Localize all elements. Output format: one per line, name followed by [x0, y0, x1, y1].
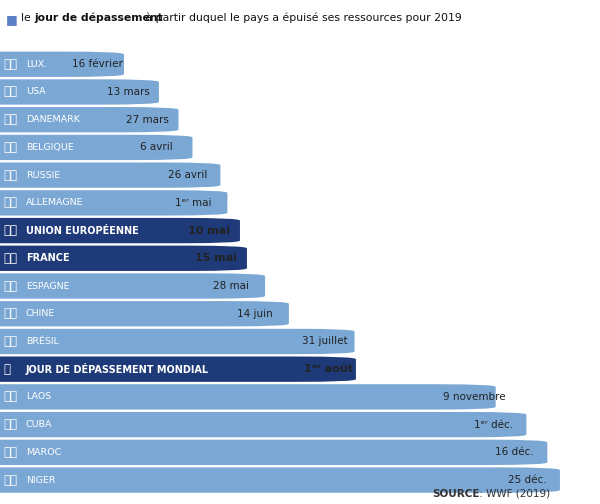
Text: BELGIQUE: BELGIQUE: [26, 143, 74, 152]
Text: JOUR DE DÉPASSEMENT MONDIAL: JOUR DE DÉPASSEMENT MONDIAL: [26, 363, 209, 375]
Text: USA: USA: [26, 88, 46, 96]
Text: UNION EUROPÉENNE: UNION EUROPÉENNE: [26, 226, 139, 235]
Text: 31 juillet: 31 juillet: [302, 337, 348, 346]
FancyBboxPatch shape: [0, 467, 560, 493]
Text: 26 avril: 26 avril: [168, 170, 208, 180]
Text: CHINE: CHINE: [26, 309, 55, 318]
Text: le: le: [21, 13, 34, 23]
FancyBboxPatch shape: [0, 190, 227, 216]
Text: CUBA: CUBA: [26, 420, 52, 429]
Text: 🇨🇳: 🇨🇳: [3, 307, 17, 320]
Text: 🇲🇦: 🇲🇦: [3, 446, 17, 459]
Text: SOURCE: SOURCE: [432, 489, 479, 499]
Text: 🇫🇷: 🇫🇷: [3, 252, 17, 265]
Text: 🇱🇺: 🇱🇺: [3, 58, 17, 71]
Text: LUX.: LUX.: [26, 60, 47, 69]
Text: 🇧🇷: 🇧🇷: [3, 335, 17, 348]
Text: 🇳🇪: 🇳🇪: [3, 474, 17, 486]
FancyBboxPatch shape: [0, 79, 159, 105]
FancyBboxPatch shape: [0, 439, 547, 465]
Text: 6 avril: 6 avril: [140, 143, 173, 152]
Text: 🇧🇪: 🇧🇪: [3, 141, 17, 154]
FancyBboxPatch shape: [0, 218, 240, 243]
FancyBboxPatch shape: [0, 135, 193, 160]
Text: BRÉSIL: BRÉSIL: [26, 337, 59, 346]
Text: 🇱🇦: 🇱🇦: [3, 391, 17, 403]
Text: 🇨🇺: 🇨🇺: [3, 418, 17, 431]
Text: 🇪🇺: 🇪🇺: [3, 224, 17, 237]
Text: 🇺🇸: 🇺🇸: [3, 86, 17, 98]
Text: 16 février: 16 février: [71, 59, 122, 69]
Text: MAROC: MAROC: [26, 448, 61, 457]
Text: 1ᵉʳ mai: 1ᵉʳ mai: [175, 198, 212, 208]
Text: 10 mai: 10 mai: [188, 226, 230, 235]
FancyBboxPatch shape: [0, 107, 178, 133]
FancyBboxPatch shape: [0, 273, 265, 299]
Text: 27 mars: 27 mars: [126, 115, 169, 124]
Text: FRANCE: FRANCE: [26, 254, 70, 263]
Text: ■: ■: [6, 13, 18, 26]
Text: NIGER: NIGER: [26, 476, 55, 484]
Text: 28 mai: 28 mai: [213, 281, 249, 291]
Text: 🇪🇸: 🇪🇸: [3, 280, 17, 292]
Text: jour de dépassement: jour de dépassement: [35, 13, 164, 23]
Text: ESPAGNE: ESPAGNE: [26, 282, 70, 290]
Text: 1ᵉʳ août: 1ᵉʳ août: [304, 364, 352, 374]
FancyBboxPatch shape: [0, 162, 220, 188]
Text: 15 mai: 15 mai: [194, 254, 236, 263]
FancyBboxPatch shape: [0, 356, 356, 382]
FancyBboxPatch shape: [0, 329, 355, 354]
Text: à partir duquel le pays a épuisé ses ressources pour 2019: à partir duquel le pays a épuisé ses res…: [142, 13, 461, 23]
Text: 1ᵉʳ déc.: 1ᵉʳ déc.: [474, 420, 513, 429]
Text: RUSSIE: RUSSIE: [26, 171, 60, 179]
Text: 14 juin: 14 juin: [236, 309, 272, 319]
FancyBboxPatch shape: [0, 301, 289, 327]
Text: 16 déc.: 16 déc.: [495, 448, 533, 457]
Text: : WWF (2019): : WWF (2019): [476, 489, 550, 499]
FancyBboxPatch shape: [0, 51, 124, 77]
Text: 🇷🇺: 🇷🇺: [3, 169, 17, 181]
Text: 🌍: 🌍: [3, 363, 10, 375]
FancyBboxPatch shape: [0, 384, 496, 410]
Text: 🇩🇪: 🇩🇪: [3, 197, 17, 209]
FancyBboxPatch shape: [0, 245, 247, 271]
Text: DANEMARK: DANEMARK: [26, 115, 80, 124]
Text: LAOS: LAOS: [26, 393, 51, 401]
Text: 9 novembre: 9 novembre: [443, 392, 506, 402]
Text: 13 mars: 13 mars: [107, 87, 149, 97]
Text: ALLEMAGNE: ALLEMAGNE: [26, 199, 83, 207]
Text: 25 déc.: 25 déc.: [508, 475, 546, 485]
Text: 🇩🇰: 🇩🇰: [3, 113, 17, 126]
FancyBboxPatch shape: [0, 412, 526, 437]
